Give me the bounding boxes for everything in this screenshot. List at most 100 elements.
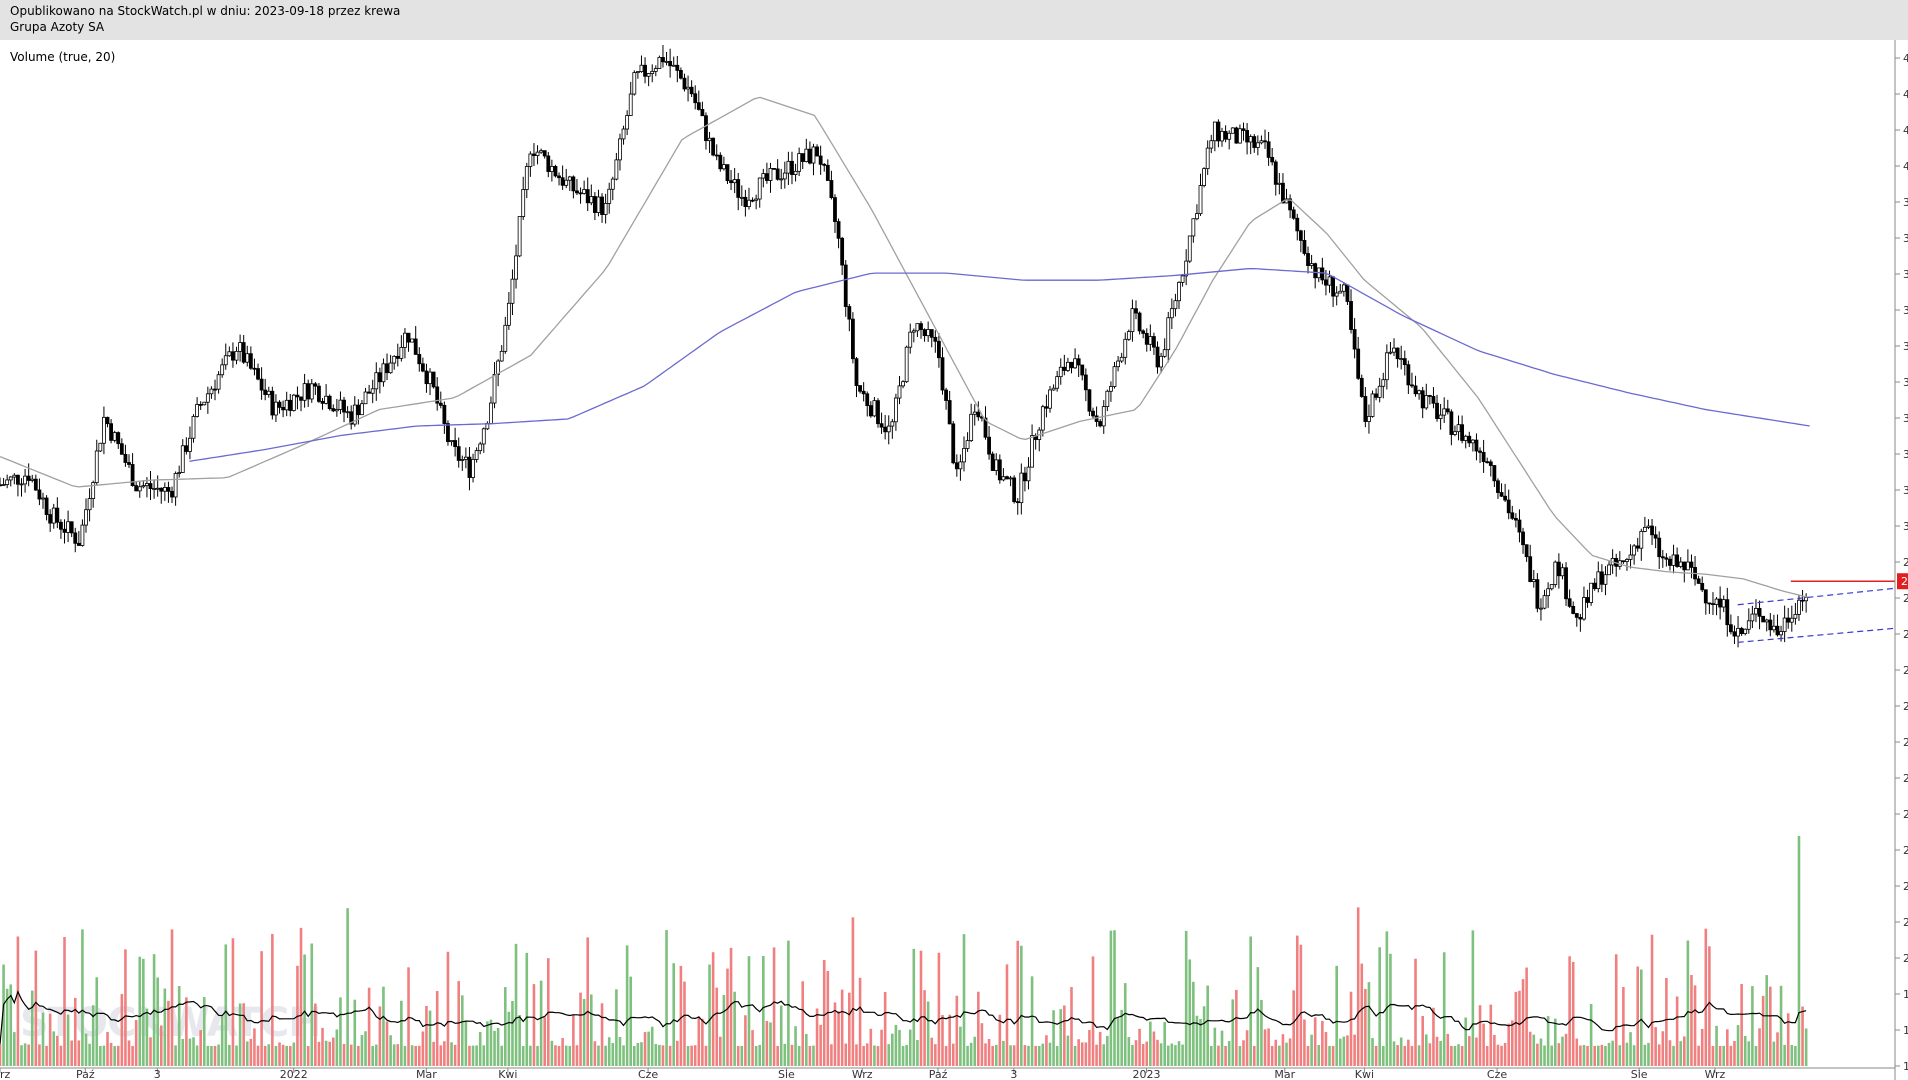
candle-body [1789, 617, 1794, 623]
volume-bar [1783, 1044, 1786, 1066]
candle-body [1574, 613, 1579, 618]
volume-bar [944, 1045, 948, 1066]
x-tick-label: 2022 [280, 1068, 308, 1080]
volume-bar [1080, 1042, 1084, 1066]
volume-bar [1274, 1039, 1278, 1066]
volume-bar [1338, 1038, 1342, 1066]
volume-bar [1020, 945, 1023, 1066]
candle-body [1119, 356, 1124, 362]
candle-body [1126, 331, 1131, 340]
candle-body [360, 403, 364, 416]
candle-body [1596, 571, 1601, 590]
volume-bar [41, 1012, 45, 1066]
candle-body [141, 485, 146, 488]
volume-bar [812, 1045, 815, 1066]
volume-bar [1199, 1018, 1202, 1066]
volume-bar [81, 929, 84, 1066]
candle-body [420, 363, 425, 372]
candle-body [1775, 625, 1780, 636]
candle-body [764, 173, 769, 181]
volume-indicator-label: Volume (true, 20) [10, 50, 116, 64]
candle-body [851, 318, 855, 360]
candle-body [213, 388, 217, 391]
volume-bar [1790, 1044, 1794, 1066]
candle-body [510, 278, 515, 304]
candle-body [517, 216, 522, 257]
candle-body [492, 373, 497, 404]
candle-body [1660, 556, 1665, 559]
candle-body [1381, 379, 1386, 387]
candle-body [19, 483, 24, 486]
volume-bar [228, 1044, 231, 1066]
candle-body [940, 357, 945, 391]
y-tick-label: 27,00 [1903, 628, 1908, 641]
volume-bar [1579, 1045, 1582, 1066]
candle-body [266, 390, 271, 395]
candle-body [317, 385, 321, 402]
volume-bar [253, 1028, 256, 1066]
candle-body [911, 330, 916, 333]
volume-bar [1195, 1015, 1199, 1066]
candle-body [915, 323, 920, 332]
candle-body [1298, 230, 1303, 241]
candle-body [248, 353, 253, 369]
candle-body [1012, 477, 1017, 503]
candle-body [474, 450, 479, 460]
candle-body [542, 150, 547, 157]
candle-body [1546, 588, 1551, 597]
candle-body [1069, 361, 1074, 369]
volume-bar [1292, 990, 1295, 1066]
x-tick-label: Sie [1631, 1068, 1648, 1080]
candle-body [1453, 431, 1457, 435]
candle-body [657, 57, 662, 69]
candle-body [739, 196, 744, 199]
candle-body [1334, 292, 1339, 297]
candle-body [91, 482, 96, 499]
volume-bar [202, 997, 206, 1066]
volume-bar [256, 1045, 260, 1066]
candle-body [299, 396, 303, 401]
volume-bar [149, 1037, 152, 1066]
volume-bar [736, 1045, 740, 1066]
volume-bar [220, 1016, 224, 1066]
candle-body [1639, 531, 1644, 549]
volume-bar [650, 1026, 654, 1066]
volume-bar [360, 1035, 364, 1066]
candle-body [929, 329, 934, 338]
candle-body [807, 148, 812, 164]
instrument-name: Grupa Azoty SA [10, 20, 105, 34]
candle-body [119, 443, 124, 455]
x-tick-label: Paź [929, 1068, 948, 1080]
candle-body [919, 323, 923, 330]
volume-bar [564, 1045, 568, 1066]
candle-body [1539, 607, 1543, 610]
volume-bar [1607, 1042, 1611, 1066]
volume-bar [1500, 1045, 1503, 1066]
volume-bar [1561, 1036, 1564, 1066]
candle-body [1288, 198, 1293, 211]
candle-body [1531, 579, 1536, 582]
volume-bar [1435, 1036, 1439, 1066]
candle-body [460, 459, 465, 461]
y-tick-label: 32,00 [1903, 448, 1908, 461]
candle-body [1510, 512, 1515, 519]
volume-bar [851, 917, 855, 1066]
candle-body [1431, 396, 1436, 404]
volume-bar [1485, 1045, 1489, 1066]
volume-bar [238, 1003, 242, 1066]
volume-bar [120, 994, 124, 1066]
volume-bar [1364, 988, 1367, 1066]
candle-body [30, 478, 35, 481]
candle-body [1083, 374, 1088, 391]
candle-body [524, 166, 529, 190]
candle-body [1384, 352, 1389, 381]
candle-body [653, 68, 658, 72]
volume-bar [1095, 1044, 1098, 1066]
candle-body [467, 456, 472, 478]
candle-body [1306, 253, 1310, 266]
volume-bar [625, 945, 629, 1066]
volume-bar [435, 991, 439, 1066]
volume-bar [801, 981, 805, 1066]
volume-bar [822, 959, 826, 1066]
volume-bar [1389, 953, 1392, 1066]
